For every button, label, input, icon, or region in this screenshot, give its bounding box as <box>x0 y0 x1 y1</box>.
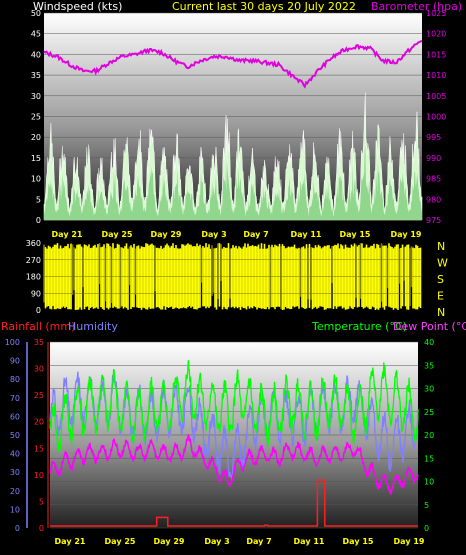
rain-tick-label: 25 <box>34 391 44 400</box>
temp-tick-label: 35 <box>424 361 434 370</box>
windspeed-gust-area <box>44 145 422 220</box>
humidity-label: Humidity <box>68 320 118 333</box>
humidity-tick-label: 10 <box>10 505 20 514</box>
humidity-tick-label: 30 <box>10 468 20 477</box>
y-tick-label-right: 1010 <box>426 71 446 80</box>
y-tick-label: 0 <box>36 306 41 315</box>
temp-tick-label: 40 <box>424 338 434 347</box>
rain-tick-label: 20 <box>34 418 44 427</box>
y-tick-label: 270 <box>26 256 41 265</box>
panel-temperature-humidity: 0 10 20 30 40 50 60 70 80 90 100 0 5 10 15 20 25 30 35 0 5… <box>5 338 434 546</box>
humidity-tick-label: 70 <box>10 394 20 403</box>
humidity-tick-label: 80 <box>10 375 20 384</box>
compass-label: W <box>437 257 448 270</box>
x-tick-label: Day 29 <box>154 537 185 546</box>
dew-point-line <box>49 433 419 495</box>
temperature-line <box>49 360 419 453</box>
rain-tick-label: 35 <box>34 338 44 347</box>
temp-tick-label: 10 <box>424 478 434 487</box>
humidity-tick-label: 60 <box>10 412 20 421</box>
y-tick-label: 5 <box>36 195 41 204</box>
y-tick-label: 25 <box>31 113 41 122</box>
y-tick-label-right: 1000 <box>426 113 446 122</box>
rainfall-line <box>50 479 418 527</box>
x-tick-label: Day 11 <box>291 230 322 239</box>
barometer-label: Barometer (hpa) <box>371 0 462 13</box>
y-tick-label: 10 <box>31 175 41 184</box>
y-tick-label: 35 <box>31 71 41 80</box>
y-tick-label: 20 <box>31 133 41 142</box>
y-tick-label-right: 1025 <box>426 9 446 18</box>
compass-label: N <box>437 240 445 253</box>
y-tick-label-right: 1015 <box>426 50 446 59</box>
chart-title: Current last 30 days 20 July 2022 <box>172 0 356 13</box>
y-tick-label-right: 995 <box>426 133 441 142</box>
humidity-tick-label: 90 <box>10 357 20 366</box>
humidity-tick-label: 20 <box>10 487 20 496</box>
y-tick-label: 90 <box>31 289 41 298</box>
x-tick-label: Day 15 <box>340 230 371 239</box>
rainfall-label: Rainfall (mm) <box>1 320 75 333</box>
x-tick-label: Day 11 <box>294 537 325 546</box>
y-tick-label: 40 <box>31 50 41 59</box>
y-tick-label-right: 980 <box>426 195 441 204</box>
temp-tick-label: 5 <box>424 501 429 510</box>
rain-tick-label: 10 <box>34 471 44 480</box>
y-tick-label: 15 <box>31 154 41 163</box>
y-tick-label-right: 1005 <box>426 92 446 101</box>
barometer-line <box>43 40 423 89</box>
y-tick-label: 30 <box>31 92 41 101</box>
temp-tick-label: 20 <box>424 431 434 440</box>
humidity-tick-label: 40 <box>10 450 20 459</box>
x-tick-label: Day 15 <box>343 537 374 546</box>
y-tick-label-right: 1020 <box>426 30 446 39</box>
temp-tick-label: 15 <box>424 454 434 463</box>
x-tick-label: Day 3 <box>201 230 226 239</box>
y-tick-label: 50 <box>31 9 41 18</box>
humidity-tick-label: 0 <box>15 524 20 533</box>
compass-label: S <box>437 273 444 286</box>
x-tick-label: Day 21 <box>55 537 86 546</box>
x-tick-label: Day 25 <box>102 230 133 239</box>
humidity-tick-label: 100 <box>5 338 20 347</box>
temp-tick-label: 30 <box>424 385 434 394</box>
x-tick-label: Day 3 <box>204 537 229 546</box>
dew-point-label: Dew Point (°C) <box>393 320 466 333</box>
rain-tick-label: 5 <box>39 497 44 506</box>
rain-tick-label: 30 <box>34 365 44 374</box>
y-tick-label: 360 <box>26 239 41 248</box>
temp-tick-label: 25 <box>424 408 434 417</box>
x-tick-label: Day 29 <box>151 230 182 239</box>
x-tick-label: Day 7 <box>246 537 271 546</box>
windspeed-label: Windspeed (kts) <box>33 0 122 13</box>
y-tick-label: 0 <box>36 216 41 225</box>
x-tick-label: Day 19 <box>391 230 422 239</box>
y-tick-label-right: 975 <box>426 216 441 225</box>
y-tick-label: 180 <box>26 273 41 282</box>
rain-tick-label: 15 <box>34 444 44 453</box>
temperature-label: Temperature (°C) <box>311 320 407 333</box>
rain-tick-label: 0 <box>39 524 44 533</box>
x-tick-label: Day 25 <box>105 537 136 546</box>
humidity-tick-label: 50 <box>10 431 20 440</box>
compass-label: E <box>437 290 444 303</box>
x-tick-label: Day 7 <box>243 230 268 239</box>
x-tick-label: Day 21 <box>52 230 83 239</box>
y-tick-label-right: 990 <box>426 154 441 163</box>
y-tick-label: 45 <box>31 30 41 39</box>
y-tick-label-right: 985 <box>426 175 441 184</box>
compass-label: N <box>437 306 445 319</box>
temp-tick-label: 0 <box>424 524 429 533</box>
x-tick-label: Day 19 <box>394 537 425 546</box>
